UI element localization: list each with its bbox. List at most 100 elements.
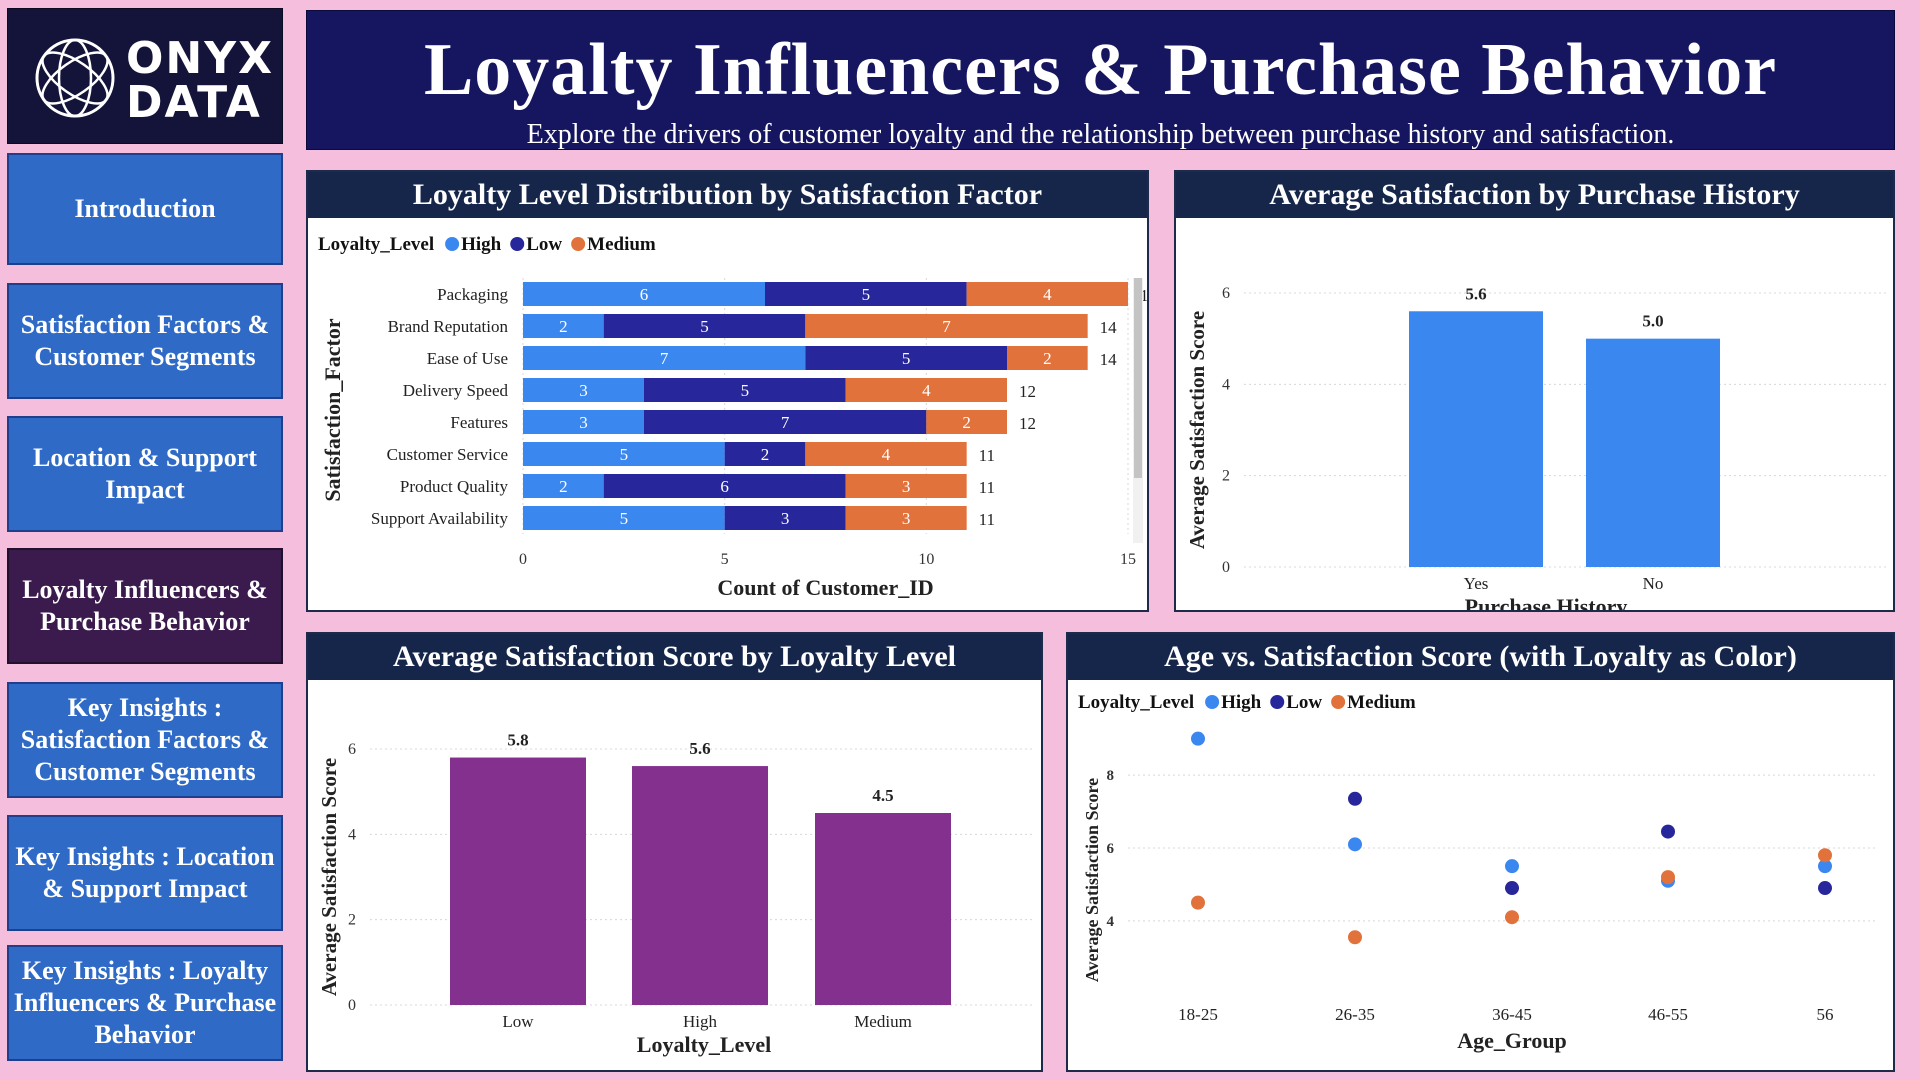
bar-value-label: 5 <box>902 349 911 368</box>
bar-value-label: 6 <box>720 477 729 496</box>
bar-high <box>523 282 765 306</box>
loyalty-distribution-panel: Loyalty Level Distribution by Satisfacti… <box>306 170 1149 612</box>
bar-value-label: 2 <box>962 413 971 432</box>
scatter-point-medium <box>1191 895 1205 910</box>
bar-value-label: 2 <box>761 445 770 464</box>
legend-title: Loyalty_Level <box>318 234 434 255</box>
nav-key-insights-location-button[interactable]: Key Insights : Location & Support Impact <box>7 815 283 931</box>
y-tick-label: 4 <box>1222 376 1230 393</box>
nav-loyalty-influencers-button[interactable]: Loyalty Influencers & Purchase Behavior <box>7 548 283 664</box>
page-header: Loyalty Influencers & Purchase Behavior … <box>306 10 1895 150</box>
y-tick-label: 6 <box>1107 841 1115 857</box>
bar <box>1409 311 1543 567</box>
y-axis-title: Satisfaction_Factor <box>320 318 345 502</box>
bar-low <box>805 346 1007 370</box>
x-tick-label: 10 <box>918 551 934 568</box>
bar-low <box>603 314 806 338</box>
bar-total-label: 11 <box>979 446 995 465</box>
purchase-history-chart: 0 2 4 6 5.6 Yes 5.0 No Purchase History Average S… <box>1185 284 1886 610</box>
legend-title: Loyalty_Level <box>1078 692 1194 713</box>
x-tick-label: 56 <box>1817 1005 1834 1024</box>
age-satisfaction-title: Age vs. Satisfaction Score (with Loyalty… <box>1068 634 1893 680</box>
nav-key-insights-loyalty-button[interactable]: Key Insights : Loyalty Influencers & Pur… <box>7 945 283 1061</box>
bar-medium <box>966 282 1128 306</box>
y-tick-label: Support Availability <box>371 509 509 528</box>
nav-key-insights-satisfaction-button[interactable]: Key Insights : Satisfaction Factors & Cu… <box>7 682 283 798</box>
x-tick-label: 36-45 <box>1492 1005 1532 1024</box>
x-tick-label: 15 <box>1120 551 1136 568</box>
scatter-point-high <box>1191 731 1205 746</box>
legend-swatch-medium <box>1331 695 1346 709</box>
scatter-point-low <box>1505 881 1519 896</box>
y-tick-label: 6 <box>348 741 356 758</box>
bar-low <box>603 474 846 498</box>
y-axis-title: Average Satisfaction Score <box>1082 778 1102 982</box>
nav-satisfaction-factors-button[interactable]: Satisfaction Factors & Customer Segments <box>7 283 283 399</box>
legend-swatch-medium <box>571 237 586 251</box>
bar-medium <box>805 314 1088 338</box>
page-title: Loyalty Influencers & Purchase Behavior <box>423 29 1778 111</box>
scatter-point-high <box>1348 837 1362 852</box>
bar-value-label: 4 <box>882 445 891 464</box>
bar-medium <box>845 506 967 530</box>
legend-label-medium: Medium <box>587 234 656 255</box>
legend-swatch-high <box>1205 695 1220 709</box>
bar-value-label: 5 <box>741 381 750 400</box>
bar-low <box>644 378 846 402</box>
legend-swatch-low <box>1270 695 1285 709</box>
bar-value-label: 5 <box>862 285 871 304</box>
bar-value-label: 4 <box>1043 285 1052 304</box>
loyalty-level-panel: Average Satisfaction Score by Loyalty Le… <box>306 632 1043 1072</box>
age-satisfaction-panel: Age vs. Satisfaction Score (with Loyalty… <box>1066 632 1895 1072</box>
y-tick-label: Customer Service <box>387 445 508 464</box>
nav-location-support-button[interactable]: Location & Support Impact <box>7 416 283 532</box>
bar-total-label: 12 <box>1019 382 1036 401</box>
y-tick-label: Brand Reputation <box>388 317 509 336</box>
bar-value-label: 5 <box>620 509 629 528</box>
bar-value-label: 5.0 <box>1642 312 1663 331</box>
bar-high <box>523 346 806 370</box>
bar-value-label: 7 <box>942 317 951 336</box>
x-axis-title: Purchase History <box>1465 594 1628 610</box>
x-axis-title: Count of Customer_ID <box>717 575 933 600</box>
legend-swatch-high <box>445 237 460 251</box>
bar-low <box>724 506 846 530</box>
x-tick-label: High <box>683 1012 718 1031</box>
purchase-history-title: Average Satisfaction by Purchase History <box>1176 172 1893 218</box>
bar-medium <box>845 474 967 498</box>
page-subtitle: Explore the drivers of customer loyalty … <box>526 119 1675 150</box>
bar-medium <box>1007 346 1088 370</box>
y-tick-label: Ease of Use <box>427 349 508 368</box>
y-tick-label: Features <box>450 413 508 432</box>
legend-label-low: Low <box>1286 692 1322 713</box>
bar-total-label: 15 <box>1140 286 1147 305</box>
scrollbar-thumb <box>1134 278 1142 478</box>
nav-introduction-button[interactable]: Introduction <box>7 153 283 265</box>
legend-swatch-low <box>510 237 525 251</box>
x-axis-title: Age_Group <box>1457 1028 1567 1053</box>
bar-low <box>765 282 967 306</box>
bar-value-label: 4.5 <box>872 786 893 805</box>
bar-high <box>523 410 644 434</box>
bar-total-label: 14 <box>1100 350 1118 369</box>
x-tick-label: 26-35 <box>1335 1005 1375 1024</box>
bar-value-label: 7 <box>660 349 669 368</box>
y-tick-label: 4 <box>348 826 356 843</box>
scatter-point-low <box>1348 791 1362 806</box>
scatter-point-medium <box>1661 870 1675 885</box>
bar-value-label: 7 <box>781 413 790 432</box>
logo-line-2: DATA <box>126 77 262 128</box>
bar-medium <box>926 410 1007 434</box>
loyalty-level-title: Average Satisfaction Score by Loyalty Le… <box>308 634 1041 680</box>
bar-low <box>644 410 927 434</box>
bar-medium <box>845 378 1007 402</box>
legend-label-medium: Medium <box>1347 692 1416 713</box>
bar-low <box>724 442 806 466</box>
bar-total-label: 11 <box>979 510 995 529</box>
x-tick-label: 0 <box>519 551 527 568</box>
y-tick-label: 2 <box>348 912 356 929</box>
y-tick-label: 8 <box>1107 768 1115 784</box>
y-tick-label: Packaging <box>437 285 508 304</box>
scatter-point-low <box>1661 824 1675 839</box>
bar <box>1586 338 1720 567</box>
